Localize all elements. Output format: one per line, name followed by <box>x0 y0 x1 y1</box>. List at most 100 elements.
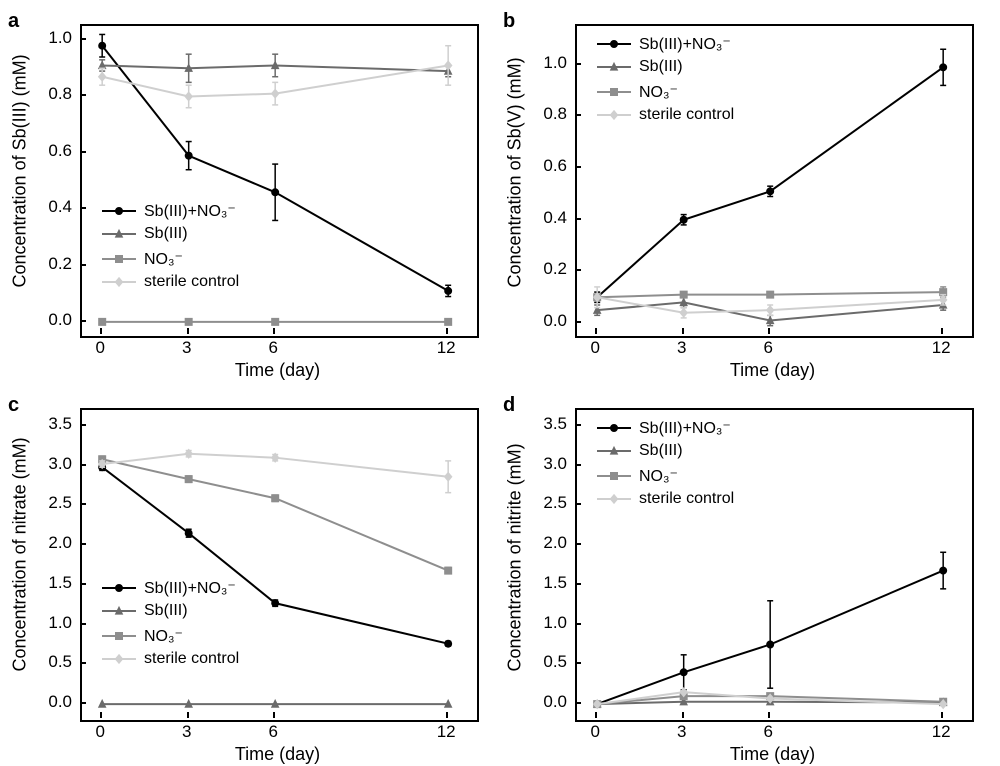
y-tick-label: 0.6 <box>527 156 567 176</box>
tick-mark <box>575 464 581 466</box>
y-tick-label: 1.0 <box>32 28 72 48</box>
plot-frame-c: Sb(III)+NO₃⁻ Sb(III) NO₃⁻ sterile control <box>80 408 479 722</box>
panel-letter-d: d <box>503 394 515 417</box>
tick-mark <box>575 662 581 664</box>
y-tick-label: 0.5 <box>32 652 72 672</box>
y-tick-label: 0.2 <box>32 254 72 274</box>
legend-label: Sb(III)+NO₃⁻ <box>144 578 236 598</box>
y-tick-label: 0.0 <box>32 310 72 330</box>
tick-mark <box>768 712 770 718</box>
tick-mark <box>100 328 102 334</box>
legend-item: Sb(III) <box>102 602 188 620</box>
y-tick-label: 3.5 <box>527 414 567 434</box>
x-tick-label: 0 <box>580 722 610 742</box>
tick-mark <box>575 543 581 545</box>
tick-mark <box>575 424 581 426</box>
tick-mark <box>446 328 448 334</box>
legend-item: NO₃⁻ <box>102 626 183 646</box>
legend-item: Sb(III)+NO₃⁻ <box>597 34 731 54</box>
legend-item: NO₃⁻ <box>597 82 678 102</box>
legend-item: NO₃⁻ <box>102 249 183 269</box>
tick-mark <box>187 712 189 718</box>
legend-label: sterile control <box>144 650 239 668</box>
x-tick-label: 6 <box>753 722 783 742</box>
tick-mark <box>80 151 86 153</box>
legend-item: Sb(III) <box>597 58 683 76</box>
tick-mark <box>575 702 581 704</box>
y-tick-label: 1.0 <box>527 53 567 73</box>
legend-label: Sb(III)+NO₃⁻ <box>639 418 731 438</box>
y-tick-label: 1.0 <box>527 613 567 633</box>
y-tick-label: 0.8 <box>32 84 72 104</box>
legend-item: Sb(III) <box>597 442 683 460</box>
legend-label: sterile control <box>639 490 734 508</box>
y-tick-label: 0.2 <box>527 259 567 279</box>
legend-item: sterile control <box>597 490 734 508</box>
legend-label: NO₃⁻ <box>144 626 183 646</box>
legend-label: Sb(III)+NO₃⁻ <box>144 201 236 221</box>
tick-mark <box>575 623 581 625</box>
x-tick-label: 3 <box>667 338 697 358</box>
y-tick-label: 0.5 <box>527 652 567 672</box>
y-axis-label: Concentration of Sb(III) (mM) <box>10 68 31 288</box>
tick-mark <box>768 328 770 334</box>
y-axis-label: Concentration of nitrite (mM) <box>505 452 526 672</box>
panel-letter-b: b <box>503 10 515 33</box>
tick-mark <box>187 328 189 334</box>
legend-item: Sb(III)+NO₃⁻ <box>597 418 731 438</box>
legend-label: Sb(III) <box>144 225 188 243</box>
y-tick-label: 0.4 <box>32 197 72 217</box>
x-tick-label: 0 <box>85 722 115 742</box>
x-tick-label: 0 <box>580 338 610 358</box>
y-tick-label: 0.6 <box>32 141 72 161</box>
x-axis-label: Time (day) <box>218 744 338 765</box>
tick-mark <box>80 662 86 664</box>
y-tick-label: 2.0 <box>32 533 72 553</box>
plot-svg-c <box>82 410 477 720</box>
tick-mark <box>80 503 86 505</box>
legend-item: NO₃⁻ <box>597 466 678 486</box>
x-tick-label: 6 <box>258 338 288 358</box>
x-tick-label: 6 <box>258 722 288 742</box>
figure: Sb(III)+NO₃⁻Sb(III)NO₃⁻sterile controlaC… <box>0 0 1000 766</box>
y-tick-label: 0.4 <box>527 208 567 228</box>
legend-item: sterile control <box>102 650 239 668</box>
tick-mark <box>575 269 581 271</box>
x-tick-label: 12 <box>431 722 461 742</box>
tick-mark <box>595 328 597 334</box>
x-tick-label: 12 <box>926 338 956 358</box>
tick-mark <box>682 712 684 718</box>
tick-mark <box>575 218 581 220</box>
y-tick-label: 3.5 <box>32 414 72 434</box>
tick-mark <box>595 712 597 718</box>
x-tick-label: 0 <box>85 338 115 358</box>
legend-label: Sb(III) <box>639 58 683 76</box>
tick-mark <box>80 38 86 40</box>
x-tick-label: 6 <box>753 338 783 358</box>
legend-item: sterile control <box>597 106 734 124</box>
y-tick-label: 0.0 <box>32 692 72 712</box>
tick-mark <box>80 583 86 585</box>
tick-mark <box>100 712 102 718</box>
y-tick-label: 1.5 <box>527 573 567 593</box>
y-axis-label: Concentration of Sb(V) (mM) <box>505 68 526 288</box>
x-tick-label: 12 <box>926 722 956 742</box>
plot-frame-a: Sb(III)+NO₃⁻ Sb(III) NO₃⁻ sterile control <box>80 24 479 338</box>
tick-mark <box>273 328 275 334</box>
legend-label: Sb(III) <box>144 602 188 620</box>
y-tick-label: 2.5 <box>32 493 72 513</box>
tick-mark <box>80 543 86 545</box>
legend-label: Sb(III)+NO₃⁻ <box>639 34 731 54</box>
x-axis-label: Time (day) <box>218 360 338 381</box>
tick-mark <box>80 207 86 209</box>
legend-label: sterile control <box>144 273 239 291</box>
y-tick-label: 0.0 <box>527 692 567 712</box>
x-axis-label: Time (day) <box>713 744 833 765</box>
tick-mark <box>80 320 86 322</box>
tick-mark <box>575 321 581 323</box>
x-tick-label: 3 <box>172 338 202 358</box>
y-tick-label: 3.0 <box>527 454 567 474</box>
tick-mark <box>273 712 275 718</box>
tick-mark <box>575 583 581 585</box>
legend-label: sterile control <box>639 106 734 124</box>
